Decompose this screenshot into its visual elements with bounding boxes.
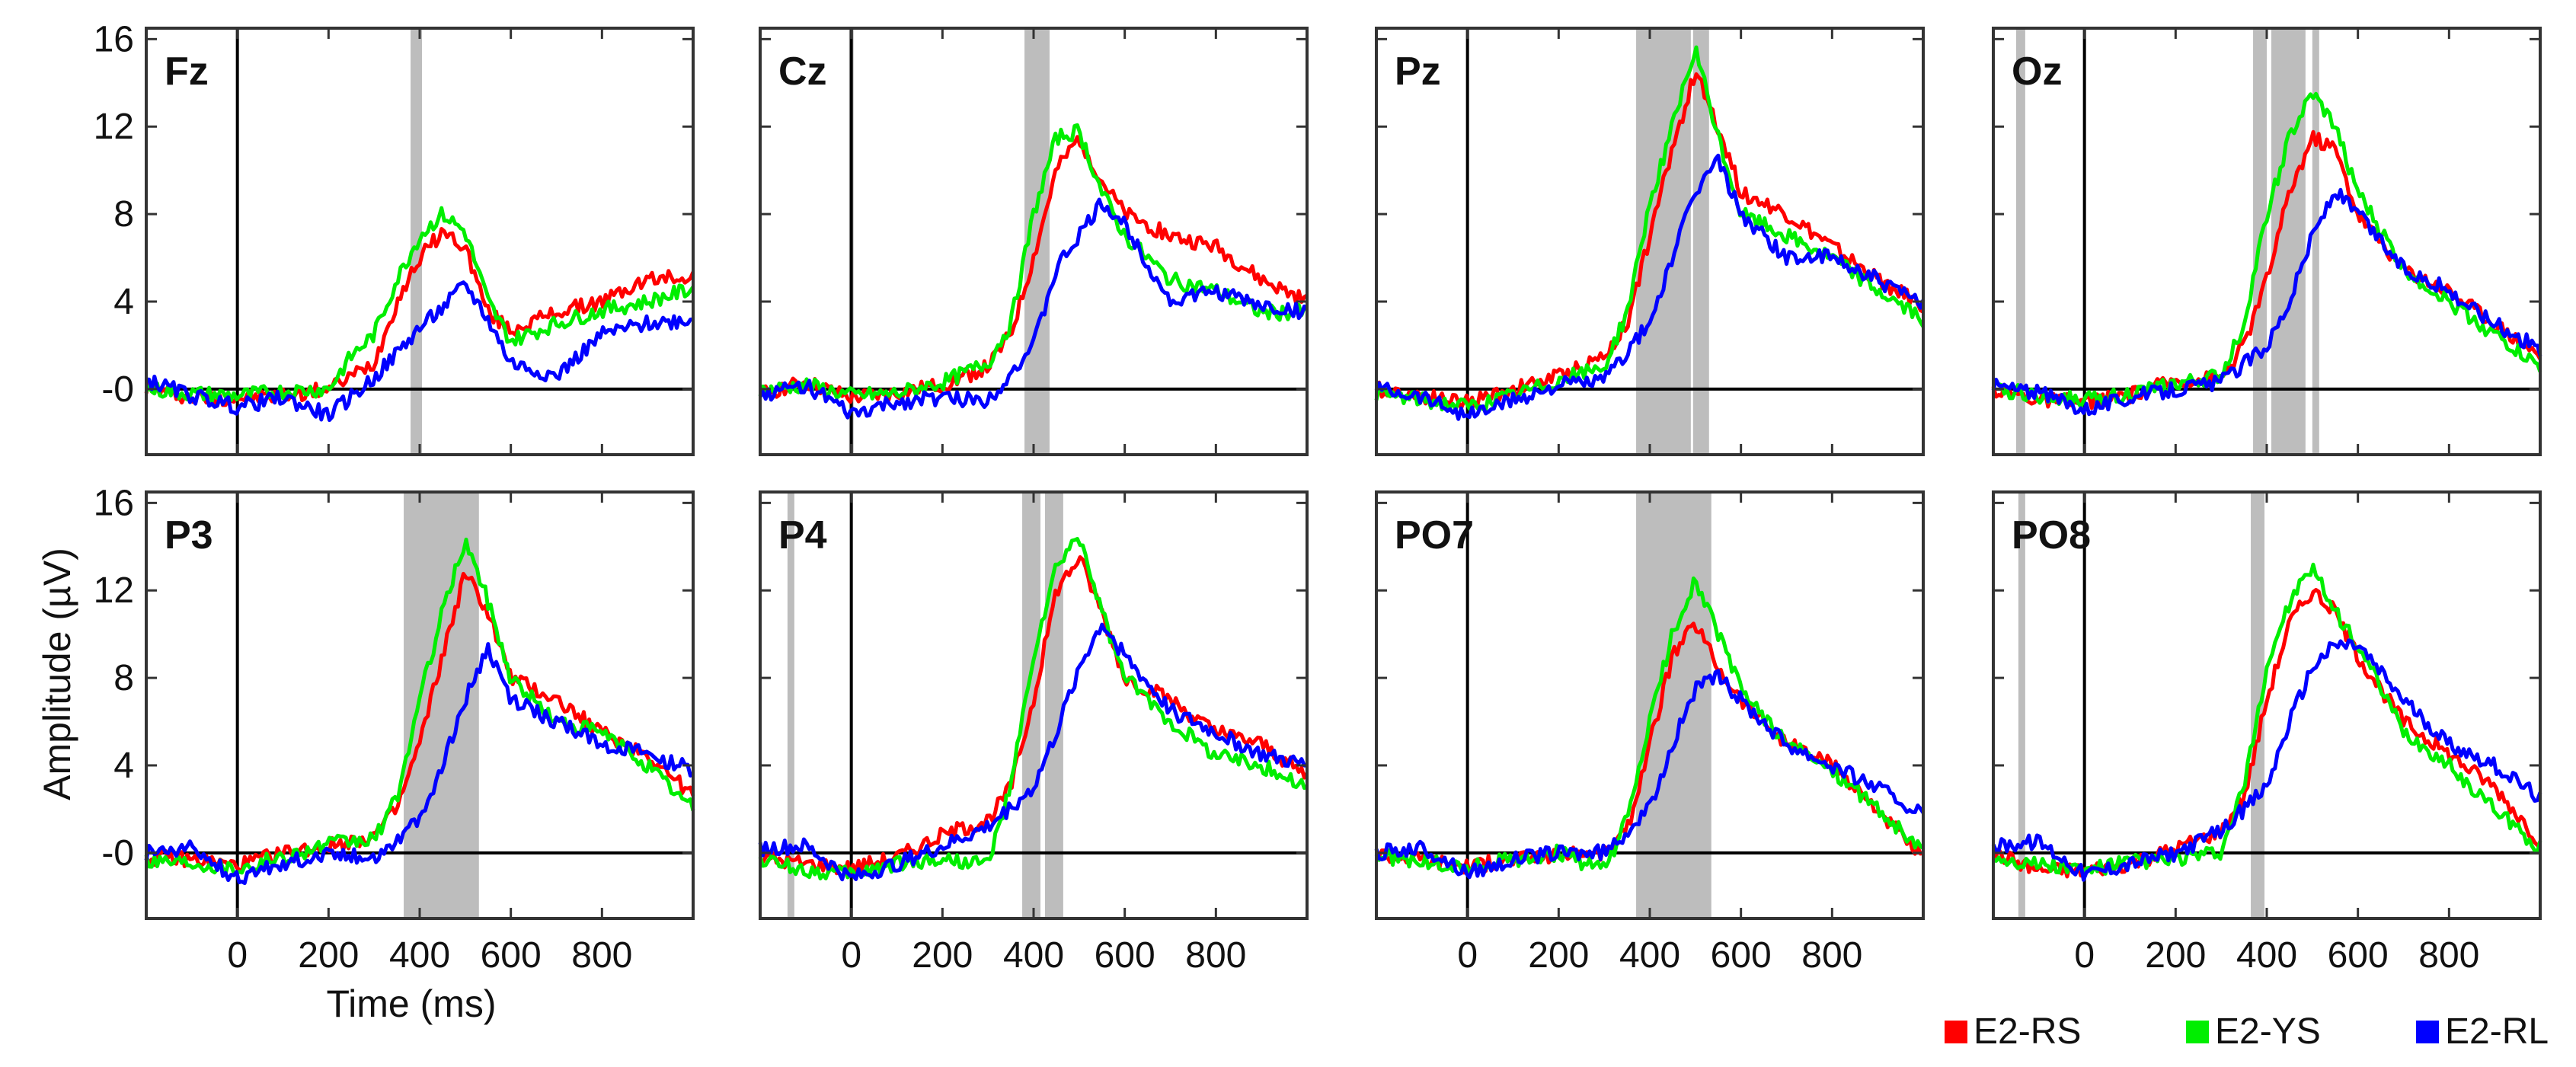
x-tick-label: 600: [2328, 935, 2389, 976]
channel-label: Pz: [1395, 50, 1441, 94]
series-line-e2-ys: [758, 537, 1309, 880]
channel-label: Oz: [2012, 50, 2062, 94]
legend-label: E2-YS: [2215, 1011, 2321, 1052]
x-tick-label: 400: [1003, 935, 1064, 976]
panel-oz: Oz: [1991, 27, 2542, 456]
x-tick-label: 800: [571, 935, 632, 976]
shaded-window: [2018, 492, 2025, 918]
series-line-e2-rs: [1992, 588, 2542, 879]
panels-grid: -0 4 8 12 16 Fz Cz Pz Oz -0 4 8 12 16 0 200 400 600 800 P3 0…: [94, 19, 2542, 976]
x-tick-label: 400: [2236, 935, 2297, 976]
series-line-e2-rl: [758, 622, 1308, 882]
x-tick-label: 0: [227, 935, 248, 976]
x-tick-label: 0: [841, 935, 861, 976]
legend: E2-RS E2-YS E2-RL: [1945, 1011, 2549, 1052]
x-tick-label: 800: [2418, 935, 2479, 976]
series-line-e2-rs: [759, 135, 1309, 404]
series-line-e2-rl: [1374, 669, 1926, 880]
channel-label: Fz: [165, 50, 209, 94]
legend-label: E2-RS: [1974, 1011, 2081, 1052]
series-line-e2-rs: [1375, 72, 1925, 411]
channel-label: PO8: [2012, 513, 2091, 557]
legend-label: E2-RL: [2445, 1011, 2549, 1052]
channel-label: P3: [165, 513, 213, 557]
series-line-e2-ys: [1993, 91, 2542, 409]
x-tick-label: 200: [298, 935, 359, 976]
y-tick-label: 12: [94, 570, 134, 611]
series-line-e2-rl: [1374, 153, 1926, 421]
y-tick-label: 12: [94, 107, 134, 147]
legend-swatch: [2416, 1021, 2439, 1043]
x-tick-label: 800: [1185, 935, 1246, 976]
x-tick-label: 0: [1457, 935, 1478, 976]
x-tick-label: 600: [481, 935, 542, 976]
x-tick-label: 200: [1528, 935, 1589, 976]
series-line-e2-rl: [144, 642, 695, 886]
channel-label: Cz: [778, 50, 827, 94]
y-tick-label: 8: [113, 658, 134, 698]
channel-label: P4: [778, 513, 827, 557]
shaded-window: [1636, 492, 1711, 918]
panel-cz: Cz: [758, 27, 1309, 456]
x-tick-label: 200: [2145, 935, 2206, 976]
y-tick-label: -0: [101, 833, 134, 874]
y-axis-title: Amplitude (µV): [36, 548, 78, 800]
shaded-window: [1044, 492, 1063, 918]
channel-label: PO7: [1395, 513, 1474, 557]
x-tick-label: 0: [2074, 935, 2095, 976]
shaded-window: [1692, 28, 1709, 455]
panel-po8: 0 200 400 600 800 PO8: [1991, 490, 2542, 976]
x-tick-label: 600: [1095, 935, 1155, 976]
x-tick-label: 400: [389, 935, 450, 976]
series-line-e2-rl: [1991, 638, 2542, 882]
series-line-e2-rl: [1991, 187, 2542, 417]
x-tick-label: 800: [1801, 935, 1862, 976]
shaded-window: [411, 28, 422, 455]
y-tick-label: -0: [101, 369, 134, 410]
panel-p3: -0 4 8 12 16 0 200 400 600 800 P3: [94, 483, 695, 976]
legend-swatch: [2186, 1021, 2209, 1043]
y-tick-label: 16: [94, 483, 134, 523]
legend-swatch: [1945, 1021, 1967, 1043]
panel-fz: -0 4 8 12 16 Fz: [94, 19, 695, 456]
series-line-e2-rl: [145, 280, 694, 423]
shaded-window: [404, 492, 479, 918]
x-axis-title: Time (ms): [326, 982, 496, 1025]
series-line-e2-ys: [1992, 562, 2542, 876]
y-tick-label: 8: [113, 194, 134, 235]
panel-po7: 0 200 400 600 800 PO7: [1374, 490, 1926, 976]
shaded-window: [2015, 28, 2025, 455]
panel-pz: Pz: [1374, 27, 1926, 456]
x-tick-label: 400: [1619, 935, 1680, 976]
shaded-window: [787, 492, 794, 918]
series-line-e2-rl: [758, 197, 1309, 420]
panel-p4: 0 200 400 600 800 P4: [758, 490, 1309, 976]
y-tick-label: 4: [113, 282, 134, 322]
series-line-e2-ys: [144, 206, 695, 404]
shaded-window: [2312, 28, 2319, 455]
y-tick-label: 4: [113, 746, 134, 786]
y-tick-label: 16: [94, 19, 134, 59]
x-tick-label: 600: [1711, 935, 1772, 976]
x-tick-label: 200: [912, 935, 973, 976]
